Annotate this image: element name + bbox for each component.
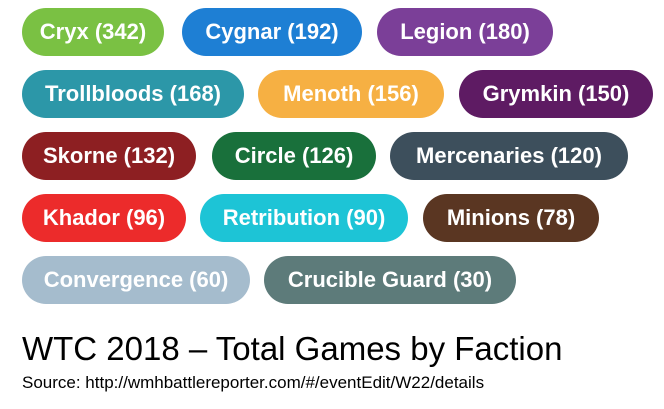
faction-pill-mercenaries: Mercenaries (120) (390, 132, 628, 180)
faction-pill-menoth: Menoth (156) (258, 70, 444, 118)
faction-pill-circle: Circle (126) (212, 132, 376, 180)
faction-pill-minions: Minions (78) (423, 194, 599, 242)
faction-pill-skorne: Skorne (132) (22, 132, 196, 180)
faction-pill-group: Cryx (342) Cygnar (192) Legion (180) Trollb… (22, 8, 653, 304)
faction-pill-grymkin: Grymkin (150) (459, 70, 653, 118)
faction-pill-cygnar: Cygnar (192) (182, 8, 362, 56)
faction-pill-cryx: Cryx (342) (22, 8, 164, 56)
faction-pill-legion: Legion (180) (377, 8, 553, 56)
faction-pill-khador: Khador (96) (22, 194, 186, 242)
faction-pill-convergence: Convergence (60) (22, 256, 250, 304)
faction-pill-crucible-guard: Crucible Guard (30) (264, 256, 516, 304)
chart-title: WTC 2018 – Total Games by Faction (22, 330, 563, 367)
faction-pill-retribution: Retribution (90) (200, 194, 408, 242)
source-caption: Source: http://wmhbattlereporter.com/#/e… (22, 373, 485, 392)
faction-pill-trollbloods: Trollbloods (168) (22, 70, 244, 118)
